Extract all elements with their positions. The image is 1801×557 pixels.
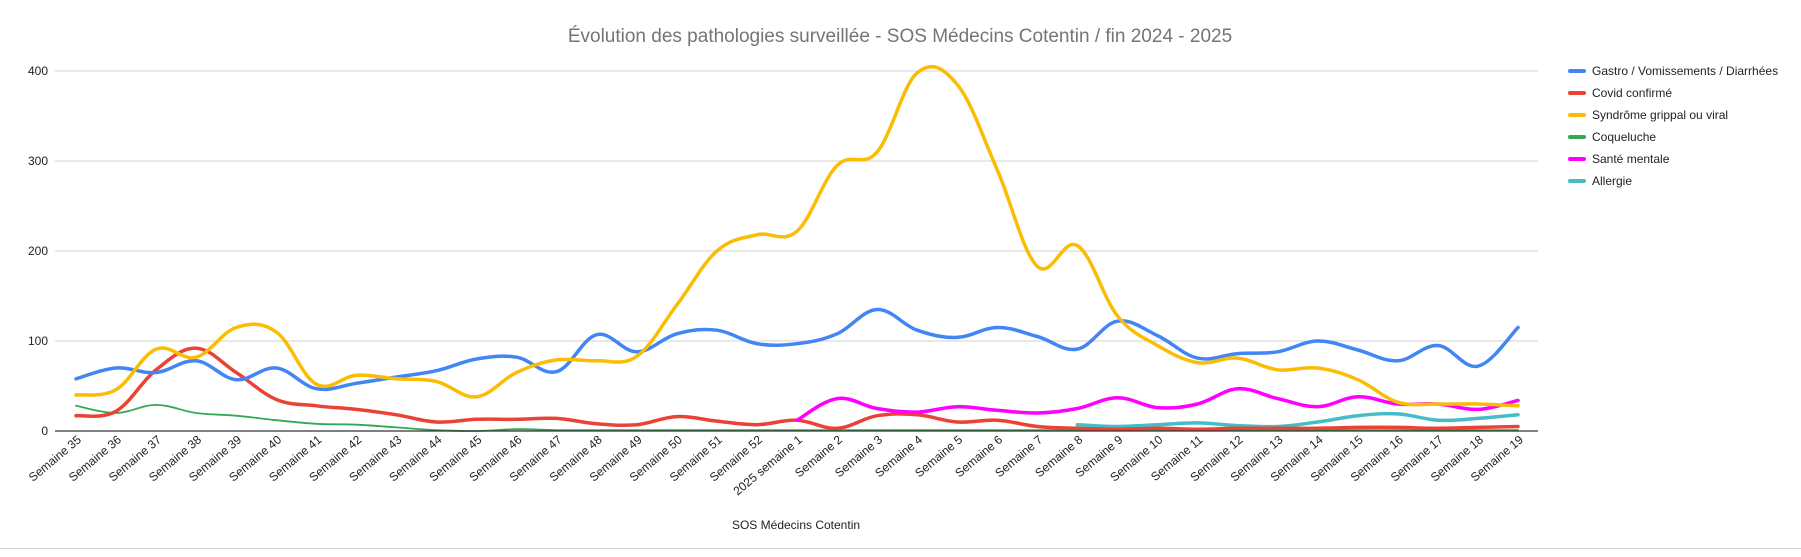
legend-label-sante-mentale: Santé mentale	[1592, 152, 1670, 166]
legend: Gastro / Vomissements / Diarrhées Covid c…	[1568, 64, 1778, 188]
series-line-syndrome-grippal-ou-viral	[74, 64, 1520, 408]
bottom-divider	[0, 548, 1801, 549]
x-axis-title: SOS Médecins Cotentin	[732, 518, 860, 532]
chart-title: Évolution des pathologies surveillée - S…	[568, 26, 1232, 47]
y-tick-label: 400	[28, 64, 48, 78]
legend-label-allergie: Allergie	[1592, 174, 1632, 188]
legend-label-gastro-vomissements-diarrhees: Gastro / Vomissements / Diarrhées	[1592, 64, 1778, 78]
x-tick-label: 2025 semaine 1	[731, 432, 806, 498]
y-tick-label: 200	[28, 244, 48, 258]
y-tick-label: 0	[41, 424, 48, 438]
series-line-coqueluche	[75, 404, 1519, 432]
legend-label-syndrome-grippal-ou-viral: Syndrôme grippal ou viral	[1592, 108, 1728, 122]
legend-label-coqueluche: Coqueluche	[1592, 130, 1656, 144]
gridlines	[55, 70, 1538, 342]
y-tick-label: 100	[28, 334, 48, 348]
y-axis-tick-labels: 0 100 200 300 400	[28, 64, 48, 438]
series-line-gastro-vomissements-diarrhees	[74, 307, 1520, 392]
series-line-covid-confirme	[74, 346, 1520, 431]
y-tick-label: 300	[28, 154, 48, 168]
series-lines	[74, 64, 1520, 432]
legend-label-covid-confirme: Covid confirmé	[1592, 86, 1672, 100]
series-line-allergie	[1075, 411, 1520, 429]
